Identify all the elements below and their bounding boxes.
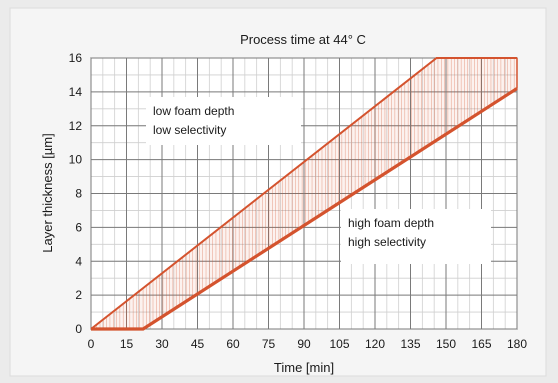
x-tick-labels: 0 15 30 45 60 75 90 105 120 135 150 165 180 (88, 337, 528, 351)
annotation-text: high selectivity (348, 235, 426, 249)
y-tick-label: 12 (69, 119, 83, 133)
x-tick-label: 30 (155, 337, 169, 351)
series-lines (90, 57, 518, 331)
y-tick-label: 2 (75, 288, 82, 302)
y-tick-label: 8 (75, 187, 82, 201)
y-axis-label: Layer thickness [µm] (40, 133, 55, 252)
x-tick-label: 45 (191, 337, 205, 351)
shaded-region (91, 58, 518, 329)
series-line-upper (90, 57, 517, 330)
y-tick-label: 14 (69, 85, 83, 99)
x-tick-label: 165 (471, 337, 491, 351)
annotation-text: low selectivity (153, 123, 226, 137)
annotation-box (341, 209, 491, 264)
x-axis-label: Time [min] (274, 360, 334, 375)
annotation-text: low foam depth (153, 104, 234, 118)
y-tick-label: 16 (69, 51, 83, 65)
x-tick-label: 15 (120, 337, 134, 351)
x-tick-label: 105 (329, 337, 349, 351)
y-tick-label: 4 (75, 254, 82, 268)
band-fill (91, 58, 517, 329)
x-tick-label: 135 (400, 337, 420, 351)
y-tick-label: 10 (69, 153, 83, 167)
annotations: low foam depth low selectivity high foam d… (146, 97, 491, 264)
chart-title: Process time at 44° C (240, 32, 366, 47)
annotation-text: high foam depth (348, 216, 434, 230)
x-tick-label: 90 (297, 337, 311, 351)
y-tick-labels: 0 2 4 6 8 10 12 14 16 (69, 51, 83, 336)
x-tick-label: 75 (262, 337, 276, 351)
x-tick-label: 60 (226, 337, 240, 351)
annotation-box (146, 97, 301, 145)
x-tick-label: 180 (507, 337, 527, 351)
y-tick-label: 6 (75, 220, 82, 234)
y-tick-label: 0 (75, 322, 82, 336)
series-line-lower (91, 87, 518, 331)
x-tick-label: 150 (436, 337, 456, 351)
x-tick-label: 120 (365, 337, 385, 351)
x-tick-label: 0 (88, 337, 95, 351)
